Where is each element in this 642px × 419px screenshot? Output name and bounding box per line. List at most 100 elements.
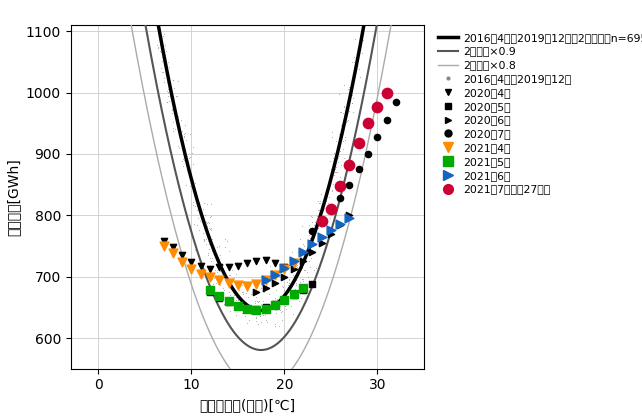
Point	[381, 117, 392, 124]
Point	[313, 220, 323, 227]
Point	[242, 305, 252, 312]
Point	[230, 291, 241, 297]
Point	[159, 31, 169, 38]
Point	[298, 249, 308, 256]
Point	[157, 69, 168, 76]
Point	[263, 310, 273, 317]
Point	[214, 264, 225, 271]
Point	[229, 274, 239, 281]
Point	[268, 303, 278, 310]
Point	[176, 117, 186, 124]
Point	[206, 200, 216, 207]
Point	[347, 59, 357, 66]
Point	[168, 98, 178, 105]
Point	[288, 266, 299, 273]
Point	[317, 202, 327, 209]
Point	[242, 287, 252, 294]
Point	[160, 54, 170, 60]
Point	[335, 122, 345, 128]
Point	[185, 183, 195, 189]
Point	[190, 202, 200, 209]
Point	[309, 231, 320, 238]
Point	[223, 279, 234, 286]
Point	[238, 290, 248, 297]
Point	[162, 99, 172, 106]
Point	[173, 115, 184, 122]
Point	[340, 137, 350, 144]
Point	[334, 137, 345, 144]
Point	[213, 273, 223, 279]
Point	[295, 254, 306, 261]
Point	[188, 198, 198, 205]
Point	[306, 254, 317, 261]
Point	[251, 257, 261, 264]
Point	[317, 233, 327, 240]
Point	[357, 31, 367, 38]
Point	[290, 274, 300, 281]
Point	[261, 277, 271, 283]
Point	[302, 290, 312, 296]
Point	[248, 305, 259, 311]
Point	[222, 282, 232, 288]
Point	[354, 166, 364, 173]
Point	[295, 278, 305, 285]
Point	[236, 288, 247, 295]
Point	[160, 56, 170, 62]
Point	[211, 279, 221, 286]
Point	[275, 307, 285, 313]
Point	[314, 216, 324, 222]
Point	[324, 194, 334, 201]
Point	[329, 150, 340, 156]
Point	[279, 273, 290, 280]
Point	[164, 98, 174, 104]
Point	[205, 265, 215, 272]
Point	[164, 77, 175, 83]
Point	[327, 181, 338, 188]
Point	[325, 227, 336, 233]
Point	[363, 150, 373, 157]
Point	[325, 230, 336, 237]
Point	[275, 294, 286, 301]
Point	[317, 218, 327, 225]
Point	[283, 282, 293, 289]
Point	[229, 285, 239, 291]
Point	[349, 54, 360, 60]
Point	[343, 83, 354, 90]
Point	[347, 92, 357, 99]
Point	[290, 272, 300, 278]
Point	[168, 250, 178, 257]
Point	[304, 231, 315, 238]
Point	[313, 225, 323, 232]
Point	[203, 219, 213, 226]
Point	[330, 166, 340, 172]
Point	[153, 44, 163, 51]
Point	[284, 275, 294, 282]
Point	[274, 322, 284, 329]
Point	[297, 276, 307, 282]
Point	[266, 267, 277, 274]
Point	[268, 302, 279, 308]
Point	[298, 258, 308, 265]
Point	[333, 145, 343, 152]
Point	[288, 279, 298, 285]
Point	[191, 221, 202, 228]
Point	[242, 260, 252, 266]
Point	[304, 257, 315, 264]
Point	[340, 133, 350, 140]
Point	[297, 223, 307, 230]
Point	[220, 243, 230, 250]
Point	[235, 278, 245, 285]
Point	[358, 28, 369, 35]
Point	[178, 163, 188, 169]
Point	[338, 82, 349, 88]
Point	[199, 238, 209, 244]
Point	[162, 98, 172, 105]
Point	[240, 312, 250, 319]
Point	[192, 207, 202, 213]
Point	[275, 296, 286, 303]
Point	[157, 69, 168, 75]
Point	[298, 241, 308, 247]
Point	[214, 256, 225, 263]
Point	[297, 261, 308, 268]
Point	[168, 127, 178, 134]
